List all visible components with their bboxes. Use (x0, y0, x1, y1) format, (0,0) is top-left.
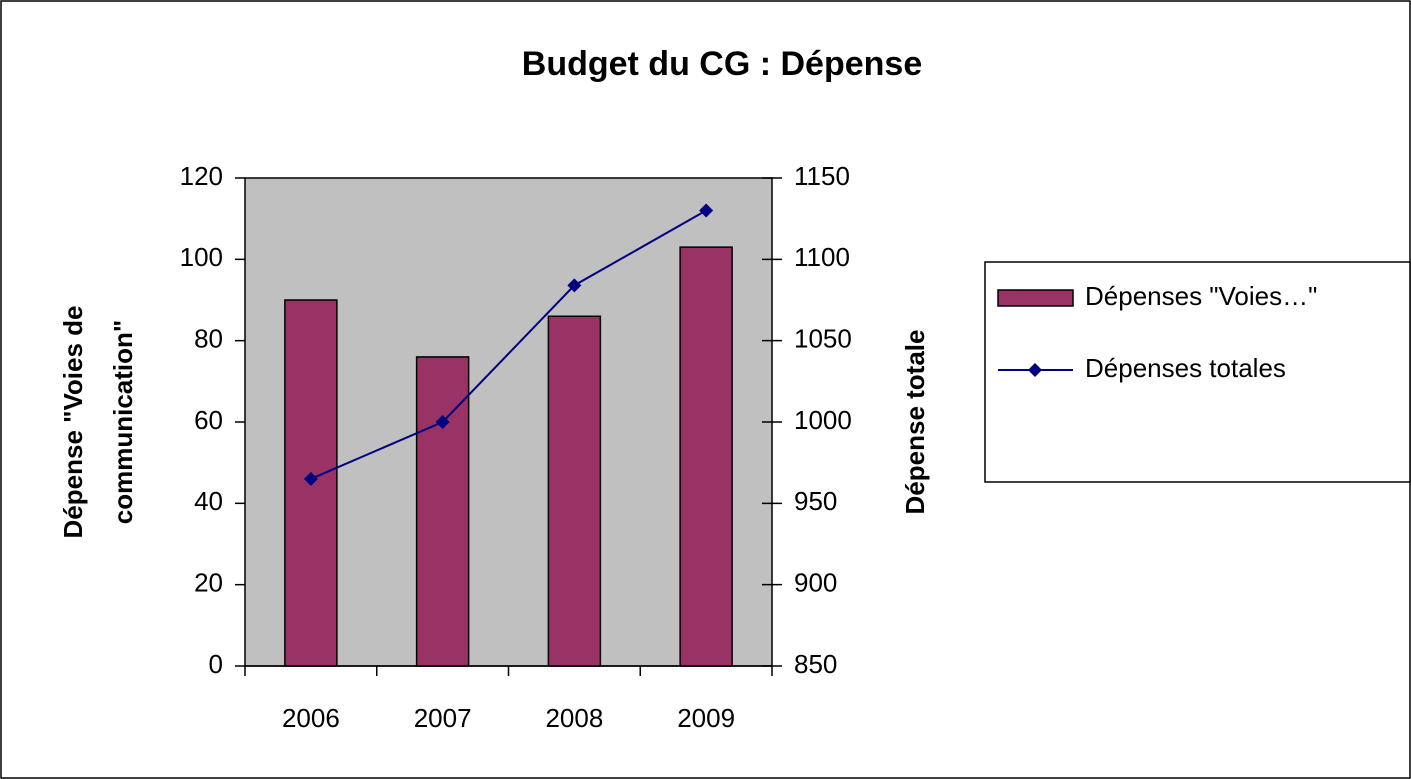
marker (303, 471, 318, 486)
bar (679, 246, 733, 667)
line (310, 209, 707, 480)
y2-tick-label: 1000 (794, 405, 852, 435)
legend-swatch (997, 289, 1074, 307)
y-tick-label: 100 (180, 242, 223, 272)
y-tick-label: 60 (194, 405, 223, 435)
y-axis-title: communication" (108, 320, 138, 524)
y-tick-label: 120 (180, 161, 223, 191)
legend-label: Dépenses "Voies…" (1085, 281, 1317, 311)
y-tick-label: 80 (194, 324, 223, 354)
y-tick-label: 40 (194, 486, 223, 516)
x-tick-label: 2009 (677, 703, 735, 733)
y2-tick-label: 850 (794, 649, 837, 679)
bar (547, 315, 602, 667)
x-tick-label: 2006 (282, 703, 340, 733)
legend-label: Dépenses totales (1085, 353, 1286, 383)
y2-axis-title: Dépense totale (900, 330, 930, 515)
y2-tick-label: 950 (794, 486, 837, 516)
x-tick-label: 2008 (545, 703, 603, 733)
marker (435, 415, 450, 429)
y-axis-title: Dépense "Voies de (58, 306, 88, 539)
marker (699, 203, 714, 218)
bar (415, 356, 470, 667)
y2-tick-label: 1150 (794, 161, 850, 191)
marker (567, 278, 582, 293)
y2-tick-label: 900 (794, 568, 837, 598)
chart-title: Budget du CG : Dépense (522, 45, 922, 83)
x-tick-label: 2007 (414, 703, 472, 733)
legend-marker (1028, 363, 1042, 377)
y-tick-label: 20 (194, 568, 223, 598)
y2-tick-label: 1100 (794, 242, 850, 272)
y-tick-label: 0 (209, 649, 223, 679)
y2-tick-label: 1050 (794, 324, 852, 354)
